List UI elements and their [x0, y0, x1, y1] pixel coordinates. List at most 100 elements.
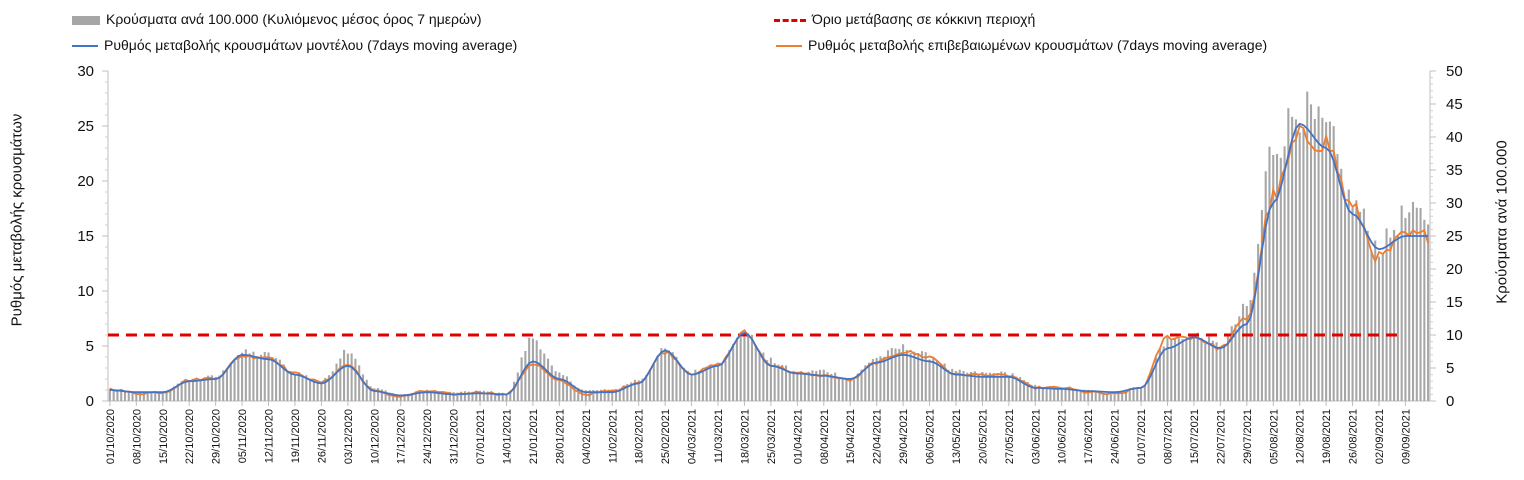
bar — [237, 355, 240, 401]
bar — [1302, 129, 1305, 401]
bar — [1283, 146, 1286, 401]
bar — [524, 350, 527, 401]
x-tick-label: 14/01/2021 — [501, 409, 513, 464]
legend-item-confirmed: Ρυθμός μεταβολής επιβεβαιωμένων κρουσμάτ… — [776, 37, 1267, 53]
bar — [433, 391, 436, 401]
bar — [324, 377, 327, 401]
bar — [611, 390, 614, 401]
bar — [777, 364, 780, 401]
bar — [256, 356, 259, 401]
bar — [720, 364, 723, 401]
bar — [641, 378, 644, 401]
bar — [343, 349, 346, 401]
bar — [214, 376, 217, 401]
bar — [475, 391, 478, 401]
x-tick-label: 25/02/2021 — [660, 409, 672, 464]
bar — [361, 374, 364, 401]
bar — [1389, 237, 1392, 401]
bar — [1128, 389, 1131, 401]
y-left-tick-label: 15 — [77, 228, 94, 245]
bar — [1245, 306, 1248, 401]
bar — [614, 389, 618, 401]
x-tick-label: 15/07/2021 — [1189, 409, 1201, 464]
bar — [637, 380, 640, 401]
bar — [365, 379, 368, 401]
bar — [482, 390, 485, 401]
bar — [626, 383, 629, 401]
bar — [426, 389, 429, 401]
bar — [664, 348, 667, 401]
bar — [316, 381, 319, 401]
bar — [1291, 116, 1294, 401]
bar — [868, 362, 871, 401]
x-tick-label: 04/02/2021 — [581, 409, 593, 464]
x-tick-label: 19/08/2021 — [1321, 409, 1333, 464]
bar — [547, 358, 550, 401]
legend-threshold-label: Όριο μετάβασης σε κόκκινη περιοχή — [812, 11, 1036, 27]
bar — [1332, 126, 1335, 401]
bar — [441, 391, 444, 401]
bar — [463, 391, 466, 401]
bar — [1328, 121, 1331, 401]
bar — [939, 364, 942, 401]
x-tick-label: 13/05/2021 — [951, 409, 963, 464]
y-right-tick-label: 25 — [1446, 228, 1463, 245]
bar — [531, 338, 534, 401]
x-tick-label: 22/10/2020 — [184, 409, 196, 464]
bar — [539, 349, 542, 401]
bar — [954, 370, 958, 401]
bar — [1136, 387, 1139, 401]
bar — [1400, 205, 1403, 401]
bar — [501, 394, 504, 401]
bar — [834, 372, 837, 401]
bar — [135, 391, 138, 401]
legend-confirmed-swatch — [776, 45, 802, 48]
legend-bars-label: Κρούσματα ανά 100.000 (Κυλιόμενος μέσος … — [106, 11, 482, 27]
bar — [373, 388, 376, 401]
bar — [1087, 389, 1090, 401]
x-tick-label: 05/08/2021 — [1268, 409, 1280, 464]
bar — [1257, 243, 1260, 401]
bar — [988, 372, 991, 401]
bar — [1306, 91, 1309, 401]
bar — [1060, 388, 1063, 401]
bar — [716, 366, 720, 401]
bar — [1083, 389, 1086, 401]
bar — [686, 370, 689, 401]
bar — [788, 371, 791, 401]
x-tick-label: 12/08/2021 — [1295, 409, 1307, 464]
x-tick-label: 05/11/2020 — [237, 409, 249, 463]
bar — [1162, 346, 1165, 401]
bar — [116, 389, 119, 401]
bar — [1166, 337, 1169, 401]
bar — [407, 393, 410, 401]
bar — [418, 391, 421, 401]
bar — [550, 365, 553, 401]
bar — [800, 371, 803, 401]
bar — [1253, 272, 1256, 401]
bar — [286, 371, 289, 401]
bar — [1124, 391, 1127, 401]
x-tick-label: 24/12/2020 — [422, 409, 434, 464]
bar — [290, 371, 293, 401]
bar — [630, 382, 633, 401]
bar — [271, 357, 274, 401]
bar — [252, 351, 255, 401]
bar — [1208, 336, 1211, 401]
bar — [920, 351, 924, 401]
y-left-tick-label: 25 — [77, 118, 94, 135]
bar — [1219, 347, 1222, 401]
bar — [1423, 219, 1426, 401]
y-right-tick-label: 15 — [1446, 294, 1463, 311]
bar — [1393, 229, 1396, 401]
bar — [871, 359, 874, 401]
bar — [739, 336, 742, 401]
bar — [743, 336, 746, 401]
legend-item-bars: Κρούσματα ανά 100.000 (Κυλιόμενος μέσος … — [72, 11, 482, 27]
bar — [792, 370, 795, 401]
bar — [758, 353, 761, 401]
bar — [773, 363, 776, 401]
x-tick-label: 22/04/2021 — [872, 409, 884, 464]
bar — [1325, 122, 1328, 401]
bar — [754, 346, 757, 401]
